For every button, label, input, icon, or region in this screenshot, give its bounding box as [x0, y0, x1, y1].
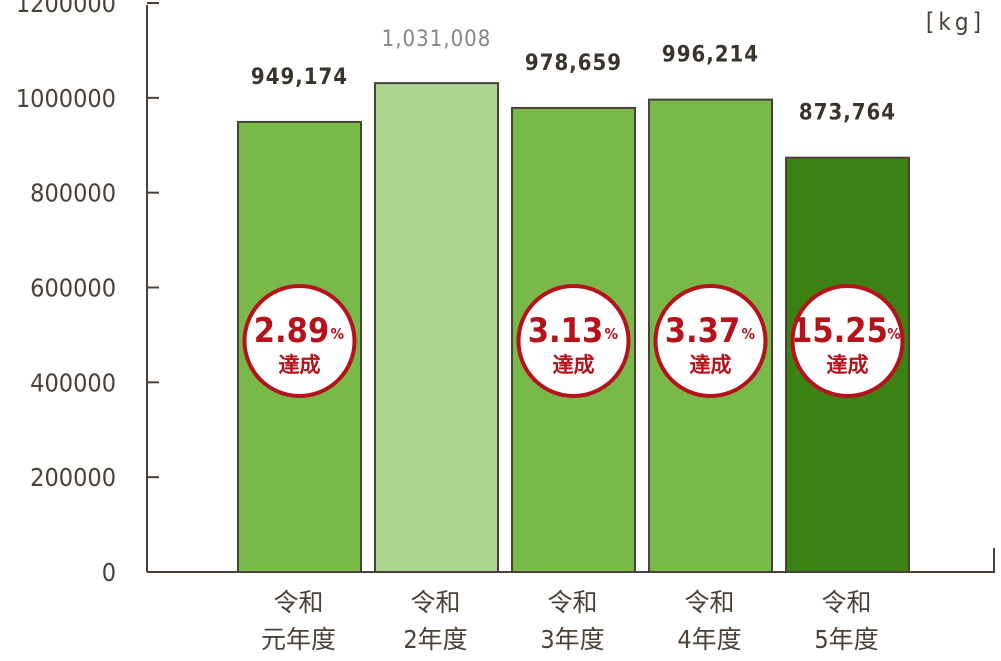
y-tick-label: 1000000 [16, 84, 116, 113]
badge-percent-value: 2.89 [254, 311, 329, 351]
axes: 0 200000 400000 600000 800000 1000000 1200000 [16, 0, 995, 587]
category-label-line2: 2年度 [403, 625, 467, 654]
bar-value-label: 873,764 [799, 101, 896, 126]
achievement-badge [242, 284, 357, 398]
category-label-line1: 令和 [821, 588, 871, 617]
badge-achieved-label: 達成 [690, 353, 732, 377]
badge-achieved-label: 達成 [553, 353, 595, 377]
bar [374, 82, 499, 573]
badge-percent-value: 3.13 [528, 311, 603, 351]
bar-value-label: 978,659 [525, 51, 622, 76]
badge-percent-sign: % [331, 325, 345, 343]
achievement-badge [790, 284, 905, 398]
y-tick-label: 400000 [30, 368, 116, 397]
category-label-line2: 元年度 [261, 625, 336, 654]
achievement-badge [653, 284, 768, 398]
category-label-line1: 令和 [273, 588, 323, 617]
category-label-line2: 4年度 [677, 625, 741, 654]
badge-percent-sign: % [742, 325, 756, 343]
achievement-badge [516, 284, 631, 398]
badge-percent-value: 15.25 [791, 311, 888, 351]
y-tick-label: 600000 [30, 274, 116, 303]
badge-achieved-label: 達成 [827, 353, 869, 377]
badge-percent-sign: % [605, 325, 619, 343]
category-label-line2: 3年度 [540, 625, 604, 654]
category-label-line2: 5年度 [814, 625, 878, 654]
bar-value-label: 996,214 [662, 43, 759, 68]
bar-value-label: 1,031,008 [382, 27, 492, 52]
category-label-line1: 令和 [547, 588, 597, 617]
category-label-line1: 令和 [684, 588, 734, 617]
y-tick-label: 200000 [30, 463, 116, 492]
badge-achieved-label: 達成 [279, 353, 321, 377]
badge-percent-sign: % [887, 325, 901, 343]
bar-value-label: 949,174 [251, 65, 348, 90]
category-label-line1: 令和 [410, 588, 460, 617]
unit-label: [kg] [926, 8, 985, 36]
badge-percent-value: 3.37 [665, 311, 740, 351]
y-tick-label: 800000 [30, 179, 116, 208]
y-tick-label: 0 [102, 558, 116, 587]
y-tick-label: 1200000 [16, 0, 116, 18]
